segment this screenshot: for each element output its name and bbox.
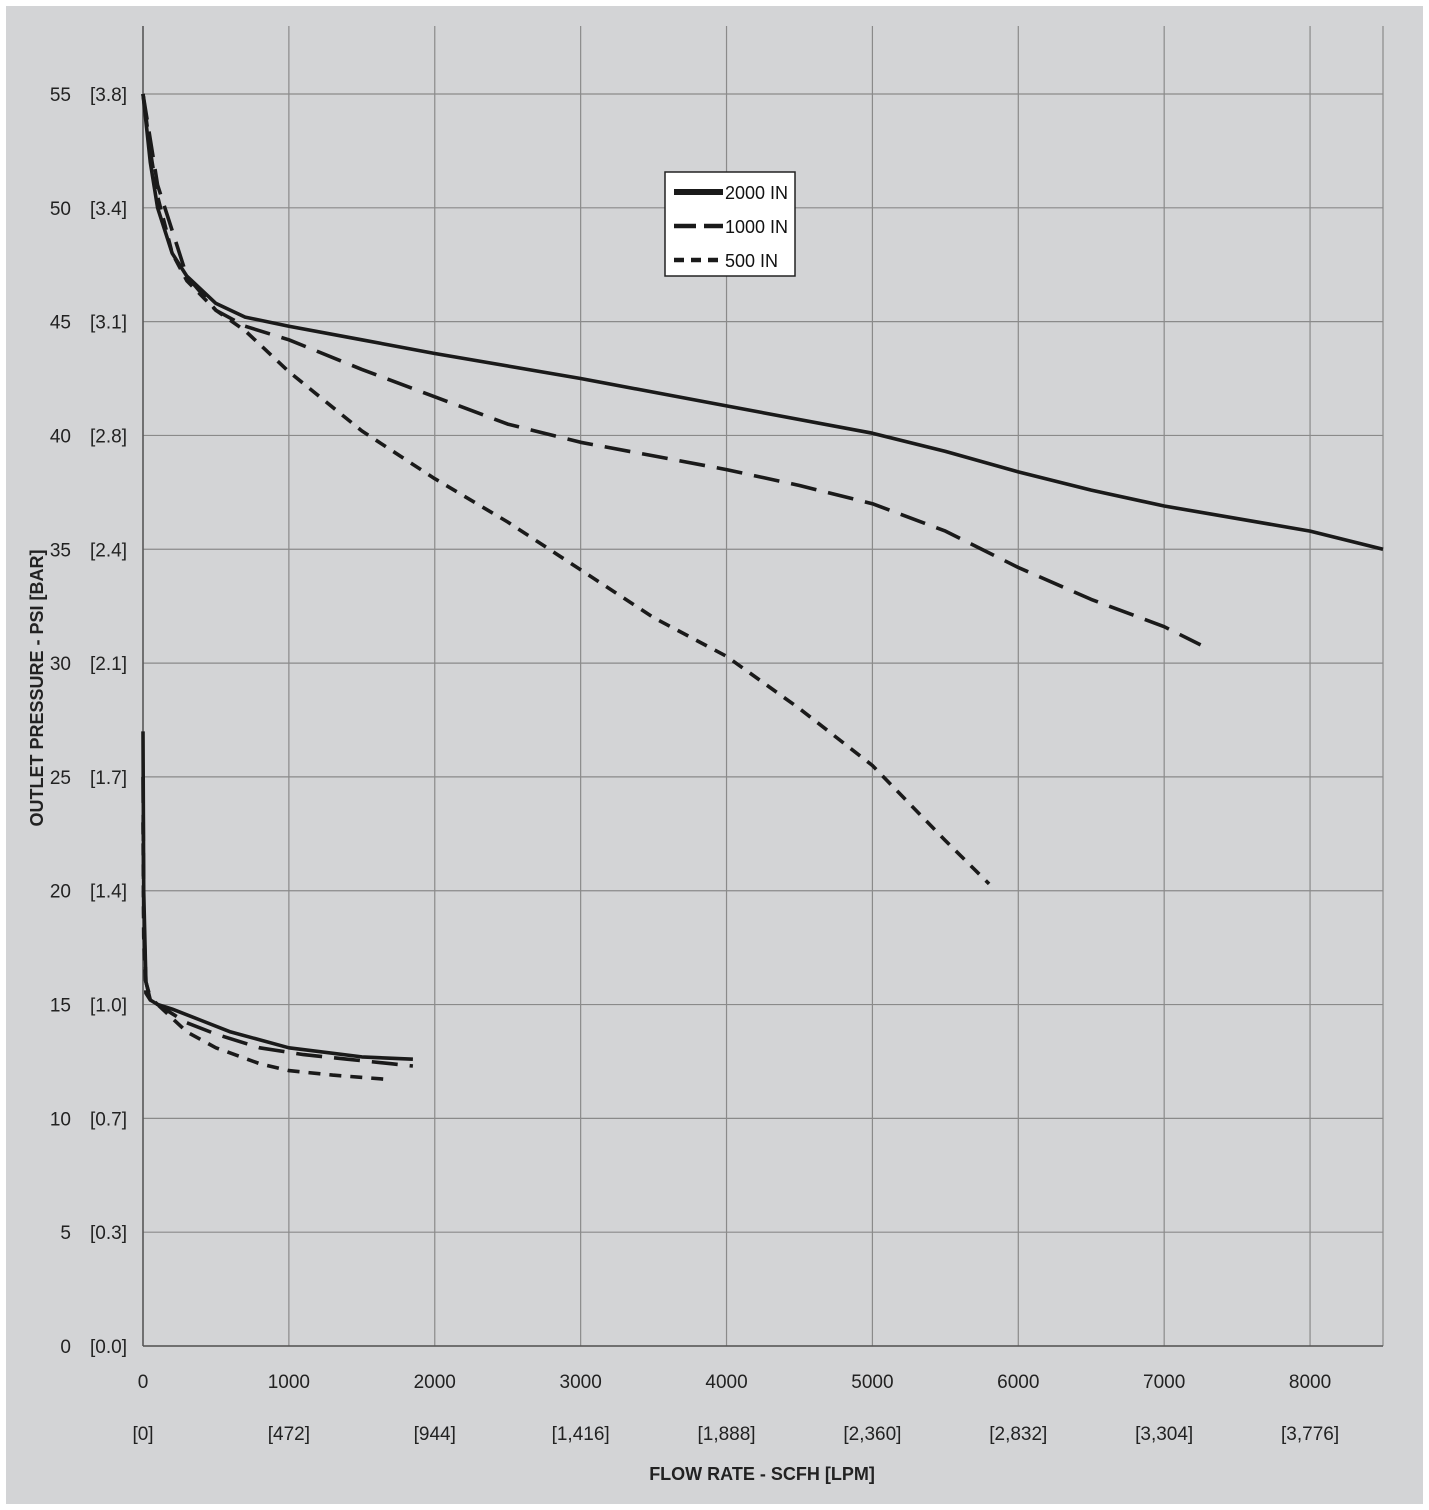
y-tick-label: 0	[60, 1337, 71, 1358]
y-tick-label-bar: [3.1]	[90, 313, 127, 334]
y-tick-label-bar: [0.0]	[90, 1337, 127, 1358]
x-tick-label: 0	[138, 1372, 149, 1393]
y-tick-label-bar: [1.0]	[90, 996, 127, 1017]
legend-label: 2000 IN	[725, 183, 788, 203]
y-tick-label-bar: [1.7]	[90, 768, 127, 789]
y-tick-label: 5	[60, 1223, 71, 1244]
y-tick-label: 35	[50, 540, 71, 561]
chart-svg: 0 [0] 1000 [472] 2000 [944] 3000 [1,416] 4000 [1,…	[27, 26, 1384, 1484]
y-tick-label: 30	[50, 654, 71, 675]
y-tick-label: 50	[50, 199, 71, 220]
y-tick-label-bar: [2.8]	[90, 426, 127, 447]
series-line-500-in-curve-2	[141, 822, 392, 1082]
x-tick-label-lpm: [3,776]	[1281, 1424, 1339, 1445]
x-axis-title: FLOW RATE - SCFH [LPM]	[649, 1464, 875, 1484]
x-tick-label: 4000	[705, 1372, 747, 1393]
y-tick-label-bar: [0.3]	[90, 1223, 127, 1244]
y-tick-label: 20	[50, 882, 71, 903]
y-tick-label-bar: [2.1]	[90, 654, 127, 675]
x-tick-label-lpm: [2,832]	[989, 1424, 1047, 1445]
legend-label: 1000 IN	[725, 217, 788, 237]
x-tick-label: 6000	[997, 1372, 1039, 1393]
y-tick-label: 15	[50, 996, 71, 1017]
y-axis-title: OUTLET PRESSURE - PSI [BAR]	[27, 549, 47, 826]
series-line-1000-in-curve-2	[141, 776, 414, 1068]
x-tick-label-lpm: [944]	[414, 1424, 456, 1445]
series-line-1000-in-curve-1	[141, 93, 1202, 647]
y-tick-label-bar: [1.4]	[90, 882, 127, 903]
x-tick-label-lpm: [472]	[268, 1424, 310, 1445]
chart-panel: 0 [0] 1000 [472] 2000 [944] 3000 [1,416] 4000 [1,…	[6, 6, 1423, 1504]
y-tick-label: 55	[50, 85, 71, 106]
x-tick-label: 7000	[1143, 1372, 1185, 1393]
x-tick-label-lpm: [1,416]	[552, 1424, 610, 1445]
y-tick-label-bar: [3.8]	[90, 85, 127, 106]
y-tick-label: 40	[50, 426, 71, 447]
y-tick-label: 45	[50, 313, 71, 334]
y-tick-label: 25	[50, 768, 71, 789]
x-tick-label-lpm: [1,888]	[697, 1424, 755, 1445]
x-tick-label: 3000	[560, 1372, 602, 1393]
series-line-500-in-curve-1	[141, 93, 991, 886]
y-tick-label-bar: [0.7]	[90, 1109, 127, 1130]
x-tick-label-lpm: [3,304]	[1135, 1424, 1193, 1445]
x-tick-label: 8000	[1289, 1372, 1331, 1393]
y-tick-label-bar: [2.4]	[90, 540, 127, 561]
series-line-2000-in-curve-1	[141, 93, 1384, 552]
x-tick-label: 5000	[851, 1372, 893, 1393]
x-tick-label: 2000	[414, 1372, 456, 1393]
x-tick-label-lpm: [0]	[132, 1424, 153, 1445]
x-tick-label-lpm: [2,360]	[843, 1424, 901, 1445]
x-tick-label: 1000	[268, 1372, 310, 1393]
y-tick-label-bar: [3.4]	[90, 199, 127, 220]
y-tick-label: 10	[50, 1109, 71, 1130]
legend-label: 500 IN	[725, 251, 778, 271]
